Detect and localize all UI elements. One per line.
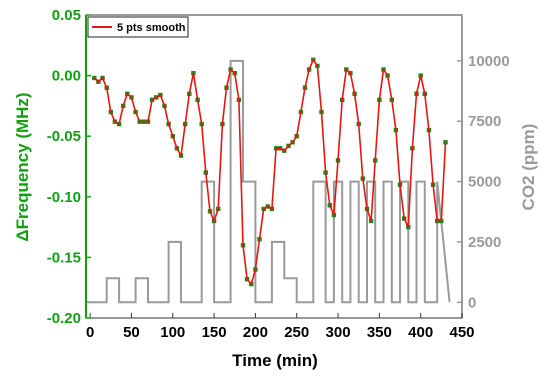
x-tick-label: 300 (326, 324, 351, 341)
y-right-tick-label: 10000 (468, 53, 510, 70)
x-tick-label: 50 (123, 324, 140, 341)
x-tick-label: 100 (160, 324, 185, 341)
axes-layer: 0 50 100 150 200 250 300 350 400 450 0.05 0.00 -0.05… (47, 7, 510, 341)
y-left-tick-label: 0.05 (52, 7, 81, 24)
y-left-tick-label: 0.00 (52, 68, 81, 85)
plot-frame (85, 14, 463, 319)
x-tick-label: 250 (284, 324, 309, 341)
y-left-tick-label: -0.10 (47, 189, 81, 206)
y-right-tick-label: 2500 (468, 234, 501, 251)
y-left-tick-label: -0.05 (47, 128, 81, 145)
y-axis-left-title: ΔFrequency (MHz) (13, 92, 32, 241)
y-right-tick-label: 7500 (468, 113, 501, 130)
co2-series-layer (86, 59, 451, 304)
y-right-tick-label: 0 (468, 294, 476, 311)
legend: 5 pts smooth (87, 16, 189, 38)
x-tick-label: 350 (367, 324, 392, 341)
x-tick-label: 150 (202, 324, 227, 341)
frequency-series-layer (92, 57, 448, 287)
co2-step-line (86, 59, 451, 304)
x-tick-label: 450 (449, 324, 474, 341)
x-tick-label: 0 (86, 324, 94, 341)
legend-box (87, 16, 189, 38)
x-tick-label: 200 (243, 324, 268, 341)
legend-label-smooth: 5 pts smooth (117, 22, 186, 34)
y-left-tick-label: -0.20 (47, 310, 81, 327)
y-right-tick-label: 5000 (468, 174, 501, 191)
x-axis-title: Time (min) (232, 351, 318, 370)
y-axis-right-title: CO2 (ppm) (519, 124, 538, 211)
y-left-tick-label: -0.15 (47, 249, 81, 266)
frequency-smooth-line (93, 58, 447, 286)
x-tick-label: 400 (408, 324, 433, 341)
